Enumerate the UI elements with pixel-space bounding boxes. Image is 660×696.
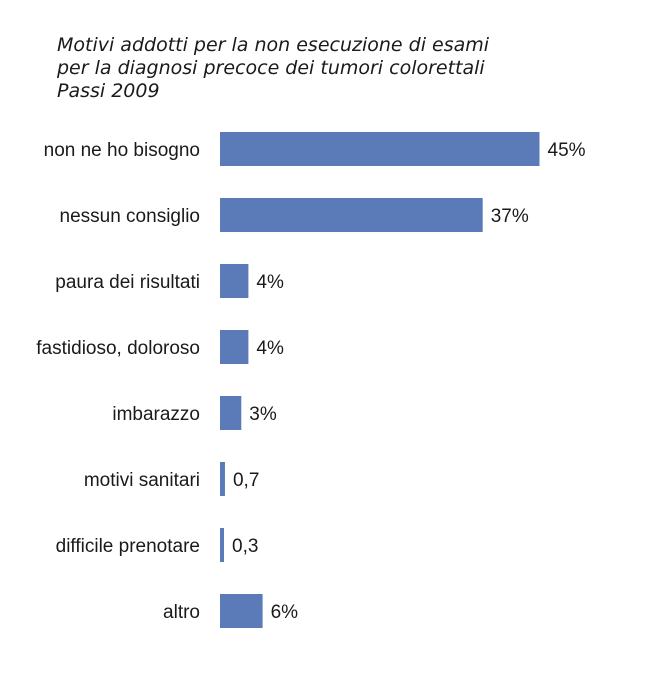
value-label: 45% (548, 140, 586, 161)
value-label: 4% (256, 338, 284, 359)
chart-title: Motivi addotti per la non esecuzione di … (57, 34, 647, 103)
bar (220, 330, 249, 364)
bar (220, 198, 483, 232)
value-label: 6% (271, 602, 299, 623)
bar (220, 528, 224, 562)
value-label: 0,3 (232, 536, 258, 557)
bar (220, 132, 540, 166)
category-label: non ne ho bisogno (44, 140, 200, 161)
value-label: 0,7 (233, 470, 259, 491)
category-label: difficile prenotare (56, 536, 200, 557)
category-label: motivi sanitari (84, 470, 200, 491)
value-label: 3% (249, 404, 277, 425)
bars-layer: non ne ho bisogno 45% nessun consiglio 37% p… (36, 132, 586, 628)
category-label: altro (163, 602, 200, 623)
category-label: nessun consiglio (60, 206, 200, 227)
category-label: paura dei risultati (55, 272, 200, 293)
bar (220, 396, 242, 430)
chart-title-line-3: Passi 2009 (57, 80, 160, 102)
chart-title-line-1: Motivi addotti per la non esecuzione di … (57, 34, 490, 56)
bar (220, 462, 225, 496)
chart-title-line-2: per la diagnosi precoce dei tumori color… (57, 57, 485, 79)
value-label: 37% (491, 206, 529, 227)
value-label: 4% (256, 272, 284, 293)
bar (220, 264, 249, 298)
category-label: fastidioso, doloroso (36, 338, 200, 359)
bar (220, 594, 263, 628)
category-label: imbarazzo (112, 404, 200, 425)
